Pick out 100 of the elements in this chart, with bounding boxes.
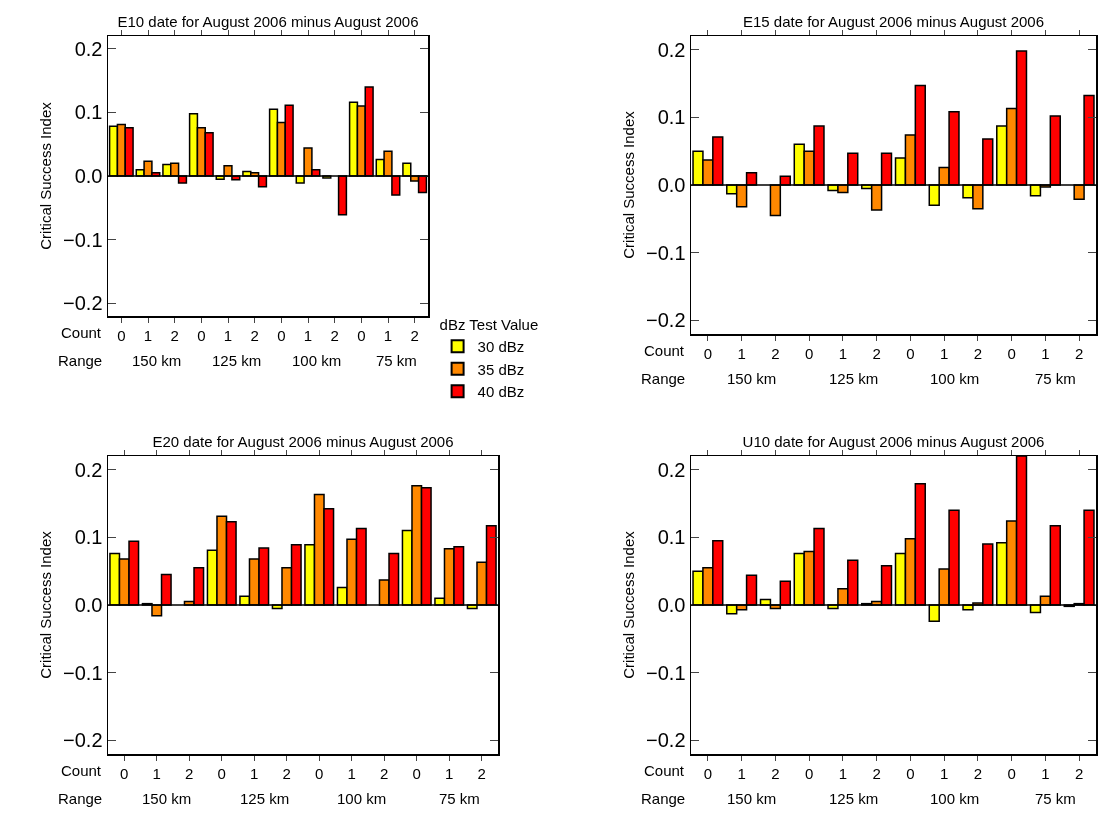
y-tick-label: −0.1 (646, 661, 686, 684)
chart-title: E20 date for August 2006 minus August 2006 (152, 433, 454, 451)
x-tick-label: 0 (120, 764, 129, 782)
x-tick-label: 0 (277, 326, 286, 344)
y-tick-label: 0.0 (657, 174, 686, 196)
text: 100 km (337, 790, 387, 807)
y-tick-label: −0.2 (646, 729, 686, 752)
text: 125 km (240, 790, 290, 807)
x-tick-label: 2 (477, 764, 486, 782)
x-tick-label: 1 (347, 764, 356, 782)
x-tick-label: 1 (737, 344, 746, 362)
legend-label: 30 dBz (477, 338, 525, 355)
x-tick-label: 2 (410, 326, 419, 344)
legend-title: dBz Test Value (439, 315, 539, 333)
x-tick-label: 1 (143, 326, 153, 344)
x-tick-label: 0 (906, 344, 915, 362)
y-tick-label: 0.0 (74, 165, 103, 187)
y-tick-label: 0.1 (74, 526, 103, 549)
x-tick-label: 1 (1041, 344, 1050, 362)
x-tick-label: 2 (282, 764, 291, 782)
text: 100 km (930, 370, 980, 387)
x-tick-label: 0 (703, 344, 713, 362)
chart-title: U10 date for August 2006 minus August 2006 (742, 433, 1045, 451)
text: 125 km (212, 352, 262, 369)
y-axis-title: Critical Success Index (619, 530, 637, 679)
x-tick-label: 0 (703, 764, 713, 782)
text: Count (61, 762, 102, 779)
x-tick-label: 0 (804, 764, 814, 782)
y-tick-label: 0.2 (74, 37, 103, 60)
x-tick-label: 0 (197, 326, 206, 344)
y-axis-title: Critical Success Index (619, 110, 637, 259)
text: 75 km (376, 352, 417, 369)
text: 100 km (292, 352, 342, 369)
x-tick-label: 1 (939, 764, 949, 782)
x-tick-label: 0 (315, 764, 324, 782)
x-tick-label: 2 (1074, 764, 1084, 782)
x-tick-label: 2 (771, 344, 780, 362)
x-tick-label: 2 (330, 326, 339, 344)
x-tick-label: 2 (380, 764, 389, 782)
text: 75 km (439, 790, 480, 807)
x-tick-label: 1 (939, 344, 949, 362)
x-tick-label: 2 (1074, 344, 1084, 362)
x-tick-label: 0 (412, 764, 421, 782)
x-tick-label: 2 (872, 764, 881, 782)
x-tick-label: 1 (737, 764, 746, 782)
y-tick-label: −0.1 (646, 241, 686, 264)
y-tick-label: 0.2 (74, 458, 103, 481)
x-tick-label: 0 (906, 764, 915, 782)
x-tick-label: 2 (973, 764, 983, 782)
x-tick-label: 2 (872, 344, 881, 362)
x-tick-label: 2 (250, 326, 259, 344)
text: 150 km (132, 352, 182, 369)
text: 100 km (930, 790, 980, 807)
x-tick-label: 1 (152, 764, 161, 782)
x-tick-label: 0 (217, 764, 226, 782)
text: Count (644, 342, 685, 359)
text: Count (644, 762, 685, 779)
chart-title: E10 date for August 2006 minus August 2006 (117, 13, 419, 31)
x-tick-label: 0 (357, 326, 366, 344)
text: Range (58, 790, 103, 807)
x-tick-label: 1 (1041, 764, 1050, 782)
x-tick-label: 1 (383, 326, 393, 344)
chart-title: E15 date for August 2006 minus August 2006 (742, 13, 1045, 31)
x-tick-label: 1 (303, 326, 313, 344)
x-tick-label: 0 (1007, 764, 1016, 782)
text: 150 km (727, 370, 777, 387)
text: Range (641, 790, 686, 807)
y-tick-label: −0.2 (63, 292, 103, 315)
y-axis-title: Critical Success Index (36, 101, 54, 250)
y-tick-label: −0.1 (63, 661, 103, 684)
y-tick-label: −0.2 (646, 309, 686, 332)
y-tick-label: −0.2 (63, 729, 103, 752)
text: 75 km (1035, 790, 1076, 807)
text: Range (58, 352, 103, 369)
x-tick-label: 2 (973, 344, 983, 362)
y-tick-label: 0.0 (74, 594, 103, 616)
y-tick-label: 0.1 (74, 101, 103, 124)
x-tick-label: 0 (117, 326, 126, 344)
y-tick-label: −0.1 (63, 228, 103, 251)
y-tick-label: 0.2 (657, 458, 686, 481)
x-tick-label: 1 (838, 344, 848, 362)
x-tick-label: 1 (445, 764, 454, 782)
x-tick-label: 1 (250, 764, 259, 782)
x-tick-label: 2 (771, 764, 780, 782)
text: 125 km (829, 790, 879, 807)
x-tick-label: 1 (838, 764, 848, 782)
y-axis-title: Critical Success Index (36, 530, 54, 679)
x-tick-label: 0 (1007, 344, 1016, 362)
x-tick-label: 2 (170, 326, 179, 344)
y-tick-label: 0.1 (657, 106, 686, 129)
text: 75 km (1035, 370, 1076, 387)
text: 150 km (727, 790, 777, 807)
x-tick-label: 0 (804, 344, 814, 362)
legend-label: 40 dBz (477, 383, 525, 400)
text: 150 km (142, 790, 192, 807)
x-tick-label: 2 (185, 764, 194, 782)
legend-label: 35 dBz (477, 360, 525, 378)
y-tick-label: 0.1 (657, 526, 686, 549)
y-tick-label: 0.0 (657, 594, 686, 616)
text: 125 km (829, 370, 879, 387)
